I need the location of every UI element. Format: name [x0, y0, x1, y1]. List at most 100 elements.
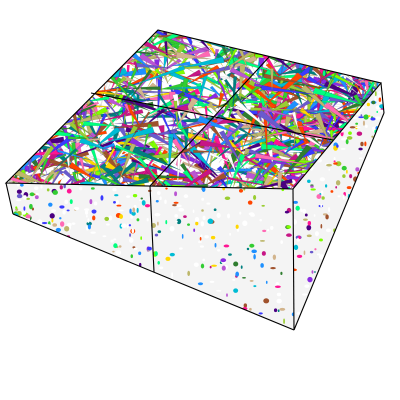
rod-end [232, 278, 236, 281]
rod-end [64, 225, 70, 232]
rod-end [159, 266, 164, 270]
rod [174, 97, 199, 129]
rod-end [113, 243, 118, 249]
rod-end [330, 190, 334, 193]
rod-end [26, 197, 30, 200]
rod-end [260, 263, 264, 268]
rod-end [371, 135, 374, 138]
rod-end [221, 265, 226, 271]
rod [162, 36, 191, 47]
rod [314, 112, 330, 144]
rod [205, 172, 227, 186]
side-face-base [6, 183, 294, 330]
rod [316, 110, 333, 122]
rod-end [355, 167, 360, 172]
rod [260, 158, 299, 166]
rod-end [35, 192, 39, 196]
rod-end [335, 161, 342, 167]
rod-end [183, 215, 187, 219]
rod [299, 107, 315, 120]
rod-end [227, 213, 230, 219]
rod [218, 130, 245, 171]
rod-end [280, 271, 283, 276]
right-bottom-edge [293, 112, 385, 331]
rod-end [112, 250, 115, 253]
rod-end [259, 239, 265, 242]
rod-end [59, 185, 63, 190]
rod-end [235, 271, 240, 277]
rod [108, 86, 161, 91]
rod-end [131, 211, 136, 216]
rod-end [178, 207, 185, 212]
rod-end [220, 258, 227, 263]
rod [196, 65, 231, 76]
rod-end [209, 280, 215, 283]
rod-end [25, 214, 31, 219]
rod-end [133, 247, 138, 250]
rod [158, 51, 173, 60]
rod [186, 64, 221, 85]
rod-end [302, 208, 307, 214]
rod-end [120, 223, 127, 228]
rod-end [249, 307, 252, 311]
rod-end [157, 230, 162, 234]
rod [33, 142, 57, 174]
rod-end [366, 102, 370, 107]
rod-end [174, 191, 178, 197]
rod-end [325, 228, 332, 233]
rod-end [364, 141, 367, 147]
rod-end [197, 241, 202, 243]
rod-end [104, 216, 110, 221]
rod-end [259, 218, 262, 222]
rod-end [371, 126, 376, 130]
rod-end [29, 203, 33, 210]
rod-end [248, 212, 255, 216]
rod-end [113, 238, 117, 241]
rod-end [313, 214, 316, 217]
rod-end [171, 272, 174, 278]
rod-end [378, 91, 382, 94]
rod-end [272, 254, 277, 260]
rod-end [20, 183, 24, 187]
rod-end [273, 308, 278, 313]
rod-end [71, 222, 76, 225]
rod-end [194, 216, 200, 222]
rod-end [376, 110, 379, 113]
rod-end [328, 168, 331, 171]
rod-end [319, 177, 326, 182]
rod-end [157, 221, 159, 226]
rod [135, 87, 147, 99]
rod [114, 144, 158, 164]
rod-end [270, 267, 276, 270]
rod-end [236, 228, 240, 232]
rod-end [311, 270, 314, 274]
rod-end [169, 225, 175, 232]
rod-end [200, 234, 203, 238]
rod-end [201, 186, 206, 192]
rod-end [73, 206, 80, 211]
rod-end [310, 188, 316, 191]
rod-end [154, 233, 159, 237]
rod-end [275, 282, 280, 287]
rod-end [286, 225, 292, 229]
rod-end [211, 264, 218, 267]
rod-end [48, 202, 53, 207]
rod [185, 69, 203, 78]
rod [151, 163, 167, 172]
rod-end [342, 174, 346, 178]
rod-end [277, 309, 280, 313]
rod-end [360, 152, 363, 154]
rod-end [320, 203, 323, 208]
rod [206, 132, 249, 167]
rod-end [165, 256, 171, 261]
rod [136, 156, 171, 189]
rod-end [377, 94, 383, 98]
rod-end [304, 284, 310, 288]
rod-end [157, 260, 160, 265]
rod-end [378, 97, 382, 103]
rod-end [356, 131, 363, 136]
rod-end [64, 199, 69, 204]
front-right-vertical-edge [292, 188, 295, 331]
rod [193, 149, 220, 154]
rod-end [362, 120, 365, 126]
